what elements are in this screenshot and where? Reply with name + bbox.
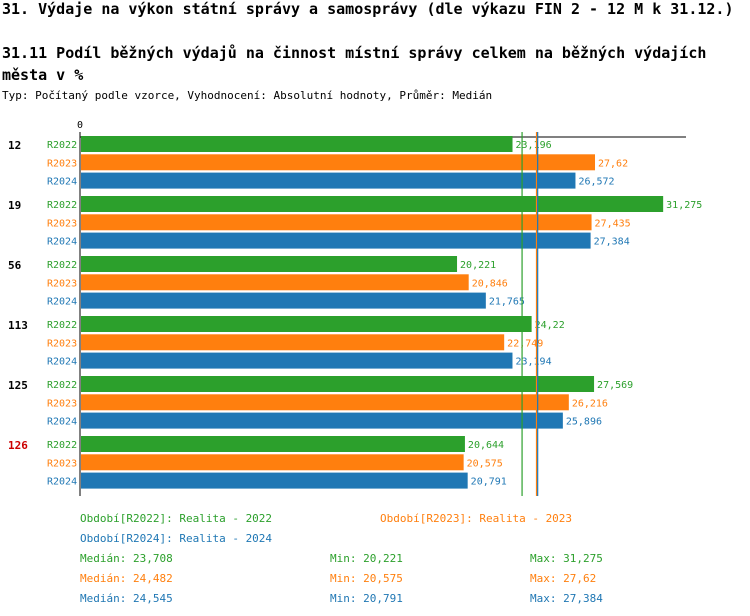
bar bbox=[81, 256, 458, 272]
series-label: R2022 bbox=[47, 200, 77, 211]
stat-max-r2022: Max: 31,275 bbox=[530, 552, 603, 565]
data-label: 20,644 bbox=[468, 440, 504, 451]
category-label: 126 bbox=[8, 439, 28, 452]
bar bbox=[81, 154, 596, 171]
stat-max-r2023: Max: 27,62 bbox=[530, 572, 597, 585]
category-label: 113 bbox=[8, 319, 28, 332]
stat-max-r2024: Max: 27,384 bbox=[530, 592, 603, 605]
stat-min-r2023: Min: 20,575 bbox=[330, 572, 403, 585]
data-label: 23,196 bbox=[516, 140, 552, 151]
series-label: R2023 bbox=[47, 218, 77, 229]
chart-type-info: Typ: Počítaný podle vzorce, Vyhodnocení:… bbox=[2, 89, 493, 102]
series-label: R2024 bbox=[47, 477, 77, 488]
stat-median-r2024: Medián: 24,545 bbox=[80, 592, 173, 605]
data-label: 20,575 bbox=[467, 458, 503, 469]
series-label: R2024 bbox=[47, 237, 77, 248]
series-label: R2022 bbox=[47, 260, 77, 271]
data-label: 23,194 bbox=[515, 357, 551, 368]
bar bbox=[81, 352, 513, 369]
legend-r2023: Období[R2023]: Realita - 2023 bbox=[380, 512, 573, 525]
stat-min-r2022: Min: 20,221 bbox=[330, 552, 403, 565]
series-label: R2022 bbox=[47, 380, 77, 391]
bar bbox=[81, 394, 569, 411]
series-label: R2024 bbox=[47, 417, 77, 428]
data-label: 25,896 bbox=[566, 417, 602, 428]
data-label: 27,384 bbox=[594, 237, 630, 248]
category-label: 125 bbox=[8, 379, 28, 392]
series-label: R2024 bbox=[47, 177, 77, 188]
legend-r2024: Období[R2024]: Realita - 2024 bbox=[80, 532, 273, 545]
bar bbox=[81, 316, 532, 332]
series-label: R2022 bbox=[47, 440, 77, 451]
bar bbox=[81, 232, 591, 249]
series-label: R2024 bbox=[47, 357, 77, 368]
bar bbox=[81, 412, 563, 429]
bar bbox=[81, 172, 576, 189]
data-label: 20,221 bbox=[460, 260, 496, 271]
chart-subtitle: 31.11 Podíl běžných výdajů na činnost mí… bbox=[2, 44, 707, 84]
data-label: 24,22 bbox=[535, 320, 565, 331]
data-label: 22,749 bbox=[507, 338, 543, 349]
series-label: R2023 bbox=[47, 278, 77, 289]
data-label: 31,275 bbox=[666, 200, 702, 211]
category-label: 19 bbox=[8, 199, 21, 212]
stat-median-r2022: Medián: 23,708 bbox=[80, 552, 173, 565]
series-label: R2023 bbox=[47, 458, 77, 469]
bar bbox=[81, 136, 513, 152]
data-label: 26,216 bbox=[572, 398, 608, 409]
axis-zero-label: 0 bbox=[77, 120, 83, 131]
data-label: 26,572 bbox=[578, 177, 614, 188]
data-label: 27,62 bbox=[598, 158, 628, 169]
bar-chart: 0 12 R2022 23,196 R2023 27,62 R2024 26,572 19 R20… bbox=[8, 120, 702, 496]
stat-min-r2024: Min: 20,791 bbox=[330, 592, 403, 605]
category-label: 56 bbox=[8, 259, 22, 272]
bar bbox=[81, 274, 469, 291]
data-label: 20,791 bbox=[471, 477, 507, 488]
data-label: 27,569 bbox=[597, 380, 633, 391]
series-label: R2024 bbox=[47, 297, 77, 308]
data-label: 27,435 bbox=[595, 218, 631, 229]
page-title: 31. Výdaje na výkon státní správy a samo… bbox=[2, 0, 734, 18]
series-label: R2023 bbox=[47, 398, 77, 409]
stat-median-r2023: Medián: 24,482 bbox=[80, 572, 173, 585]
series-label: R2023 bbox=[47, 338, 77, 349]
series-label: R2023 bbox=[47, 158, 77, 169]
bar bbox=[81, 214, 592, 231]
category-label: 12 bbox=[8, 139, 21, 152]
data-label: 20,846 bbox=[472, 278, 508, 289]
series-label: R2022 bbox=[47, 140, 77, 151]
series-label: R2022 bbox=[47, 320, 77, 331]
bar bbox=[81, 472, 468, 489]
bar bbox=[81, 334, 505, 351]
bar bbox=[81, 376, 595, 392]
bar bbox=[81, 196, 664, 212]
bar bbox=[81, 454, 464, 471]
bar bbox=[81, 292, 486, 309]
bar bbox=[81, 436, 465, 452]
legend-r2022: Období[R2022]: Realita - 2022 bbox=[80, 512, 273, 525]
data-label: 21,765 bbox=[489, 297, 525, 308]
